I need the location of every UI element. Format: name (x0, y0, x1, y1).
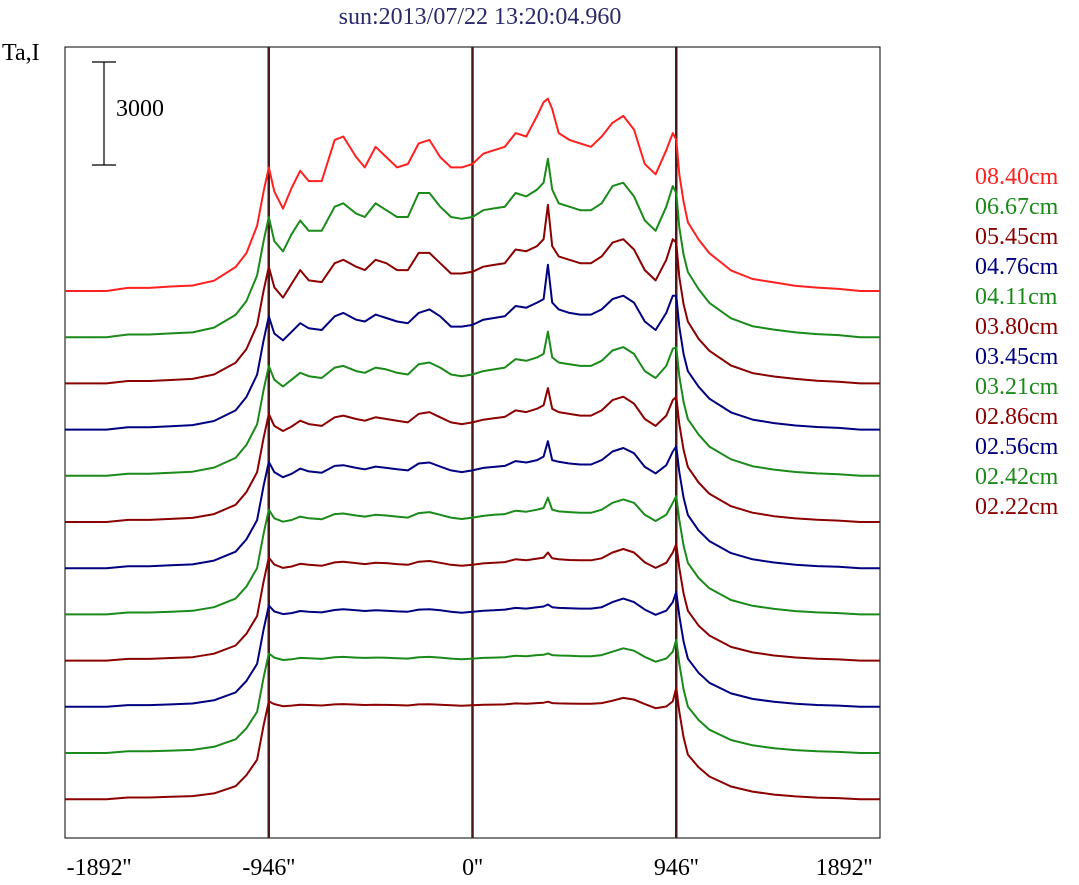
series-line-03.80cm (65, 387, 880, 523)
series-line-06.67cm (65, 157, 880, 339)
series-line-04.11cm (65, 330, 880, 477)
x-tick-label: -1892'' (66, 855, 132, 881)
legend-item-05.45cm: 05.45cm (975, 224, 1059, 250)
legend-item-02.86cm: 02.86cm (975, 404, 1059, 430)
series-line-08.40cm (65, 97, 880, 292)
series-line-04.76cm (65, 263, 880, 431)
series-line-02.86cm (65, 542, 880, 662)
legend-item-02.56cm: 02.56cm (975, 434, 1059, 460)
legend-item-06.67cm: 06.67cm (975, 194, 1059, 220)
legend-item-03.80cm: 03.80cm (975, 314, 1059, 340)
y-axis-label: Ta,I (2, 40, 40, 66)
series-line-03.45cm (65, 440, 880, 570)
x-tick-label: -946'' (242, 855, 296, 881)
legend-item-04.11cm: 04.11cm (975, 284, 1058, 310)
legend: 08.40cm 06.67cm 05.45cm 04.76cm 04.11cm 03.80… (975, 162, 1058, 522)
series-line-05.45cm (65, 203, 880, 385)
legend-item-02.42cm: 02.42cm (975, 464, 1059, 490)
series-line-02.56cm (65, 590, 880, 708)
series-line-02.42cm (65, 638, 880, 754)
x-tick-label: 946'' (653, 855, 699, 881)
series-line-02.22cm (65, 686, 880, 801)
legend-item-04.76cm: 04.76cm (975, 254, 1059, 280)
x-tick-label: 1892'' (815, 855, 873, 881)
x-tick-label: 0'' (462, 855, 483, 881)
legend-item-08.40cm: 08.40cm (975, 164, 1059, 190)
legend-item-02.22cm: 02.22cm (975, 494, 1059, 520)
chart-title: sun:2013/07/22 13:20:04.960 (338, 4, 622, 30)
scale-bar-label: 3000 (116, 96, 164, 122)
legend-item-03.21cm: 03.21cm (975, 374, 1059, 400)
scale-bar (92, 61, 116, 166)
series-line-03.21cm (65, 495, 880, 616)
legend-item-03.45cm: 03.45cm (975, 344, 1059, 370)
